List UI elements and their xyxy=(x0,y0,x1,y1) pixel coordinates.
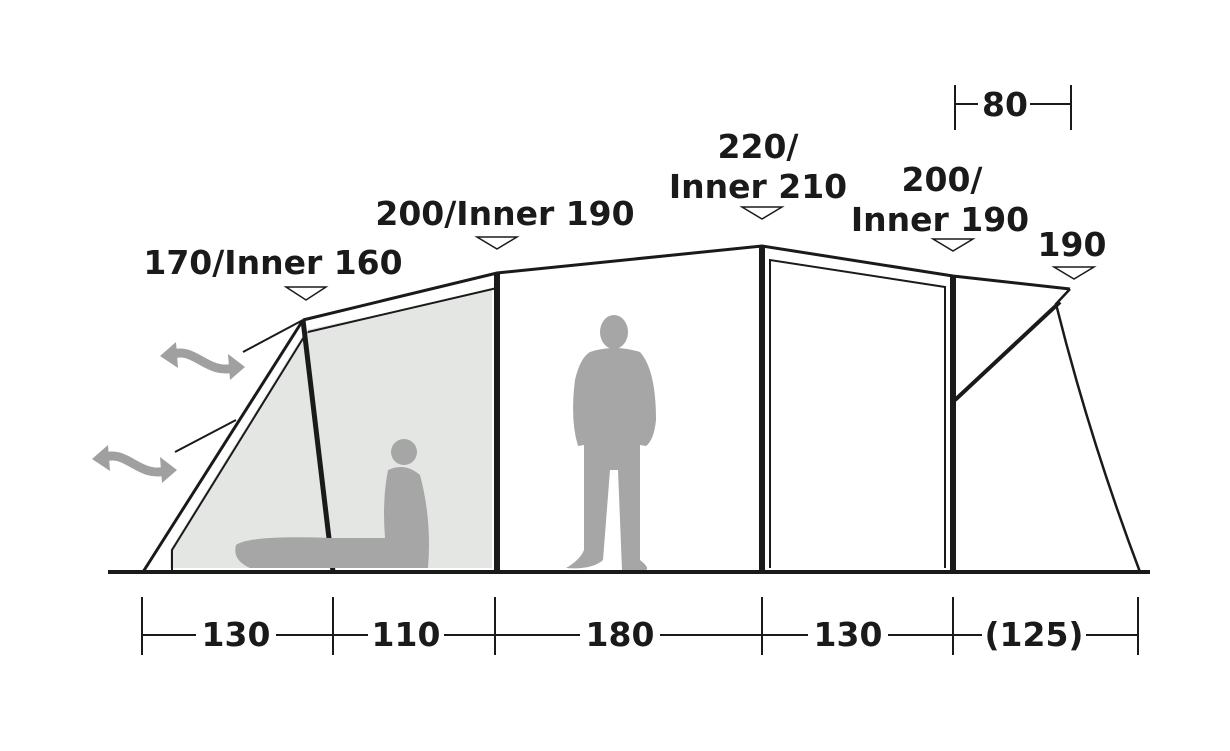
vent-guy-upper xyxy=(242,319,304,353)
front-panel xyxy=(141,319,305,573)
top-dimension xyxy=(954,85,1072,130)
height-label-1: 170/Inner 160 xyxy=(143,243,402,282)
height-marker-4-icon xyxy=(930,238,976,252)
canopy-pole xyxy=(953,300,1062,402)
dimension-label-1: 130 xyxy=(202,615,271,654)
sitting-person-icon xyxy=(235,439,429,568)
ventilation-arrow-lower-icon xyxy=(92,445,177,483)
ventilation-arrow-upper-icon xyxy=(160,342,245,380)
height-marker-3-icon xyxy=(739,206,785,220)
height-label-2: 200/Inner 190 xyxy=(375,194,634,233)
inner-front-panel xyxy=(171,331,308,570)
pole-1 xyxy=(300,319,336,573)
height-marker-5-icon xyxy=(1051,266,1097,280)
height-label-3-line-2: Inner 210 xyxy=(669,167,847,206)
dimension-label-3: 180 xyxy=(586,615,655,654)
dimension-label-2: 110 xyxy=(372,615,441,654)
height-label-5: 190 xyxy=(1038,225,1107,264)
height-marker-1-icon xyxy=(283,286,329,301)
vent-guy-lower xyxy=(174,419,237,453)
height-label-4-line-2: Inner 190 xyxy=(851,200,1029,239)
standing-person-icon xyxy=(566,315,656,570)
inner-bedroom-outline xyxy=(769,258,946,568)
rear-canopy xyxy=(1054,288,1142,573)
height-label-3-line-1: 220/ xyxy=(718,127,800,166)
dimension-label-4: 130 xyxy=(814,615,883,654)
dimension-label-5: (125) xyxy=(984,615,1083,654)
height-label-4-line-1: 200/ xyxy=(902,160,984,199)
tent-roof-inner-outline xyxy=(307,287,498,333)
height-marker-2-icon xyxy=(474,236,520,250)
top-dimension-label: 80 xyxy=(982,85,1028,124)
bottom-dimension-ticks xyxy=(141,597,1139,655)
